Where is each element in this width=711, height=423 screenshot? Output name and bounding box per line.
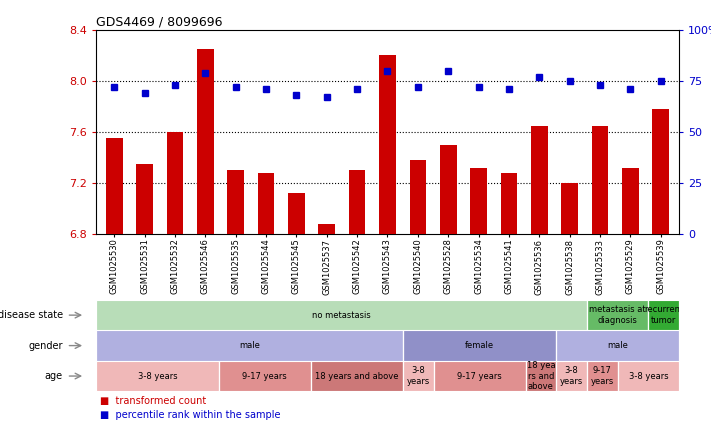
Bar: [470, 168, 487, 234]
Bar: [96, 300, 587, 330]
Bar: [311, 361, 403, 391]
Bar: [556, 361, 587, 391]
Text: 18 yea
rs and
above: 18 yea rs and above: [527, 361, 555, 391]
Bar: [96, 361, 219, 391]
Text: disease state: disease state: [0, 310, 63, 320]
Text: metastasis at
diagnosis: metastasis at diagnosis: [589, 305, 646, 325]
Bar: [648, 300, 679, 330]
Bar: [434, 361, 525, 391]
Text: age: age: [45, 371, 63, 381]
Text: no metastasis: no metastasis: [312, 310, 371, 320]
Bar: [622, 168, 638, 234]
Bar: [288, 193, 305, 234]
Text: male: male: [607, 341, 628, 350]
Text: 3-8
years: 3-8 years: [560, 366, 583, 386]
Text: recurrent
tumor: recurrent tumor: [644, 305, 683, 325]
Bar: [257, 173, 274, 234]
Text: 9-17
years: 9-17 years: [591, 366, 614, 386]
Bar: [166, 132, 183, 234]
Text: 3-8 years: 3-8 years: [629, 371, 668, 381]
Bar: [228, 170, 244, 234]
Bar: [197, 49, 213, 234]
Bar: [319, 224, 335, 234]
Bar: [592, 126, 609, 234]
Bar: [562, 183, 578, 234]
Bar: [618, 361, 679, 391]
Text: 18 years and above: 18 years and above: [315, 371, 399, 381]
Text: 3-8
years: 3-8 years: [407, 366, 430, 386]
Bar: [440, 145, 456, 234]
Bar: [349, 170, 365, 234]
Bar: [403, 361, 434, 391]
Text: 3-8 years: 3-8 years: [137, 371, 177, 381]
Text: 9-17 years: 9-17 years: [242, 371, 287, 381]
Bar: [587, 300, 648, 330]
Bar: [410, 160, 426, 234]
Bar: [106, 138, 122, 234]
Bar: [531, 126, 547, 234]
Bar: [501, 173, 518, 234]
Bar: [219, 361, 311, 391]
Bar: [587, 361, 618, 391]
Text: male: male: [239, 341, 260, 350]
Bar: [96, 330, 403, 361]
Text: gender: gender: [28, 341, 63, 351]
Bar: [653, 109, 669, 234]
Bar: [379, 55, 396, 234]
Text: ■  percentile rank within the sample: ■ percentile rank within the sample: [100, 410, 280, 420]
Text: GDS4469 / 8099696: GDS4469 / 8099696: [96, 16, 223, 28]
Bar: [556, 330, 679, 361]
Text: 9-17 years: 9-17 years: [457, 371, 502, 381]
Bar: [525, 361, 556, 391]
Bar: [403, 330, 556, 361]
Text: ■  transformed count: ■ transformed count: [100, 396, 205, 406]
Text: female: female: [465, 341, 494, 350]
Bar: [137, 164, 153, 234]
